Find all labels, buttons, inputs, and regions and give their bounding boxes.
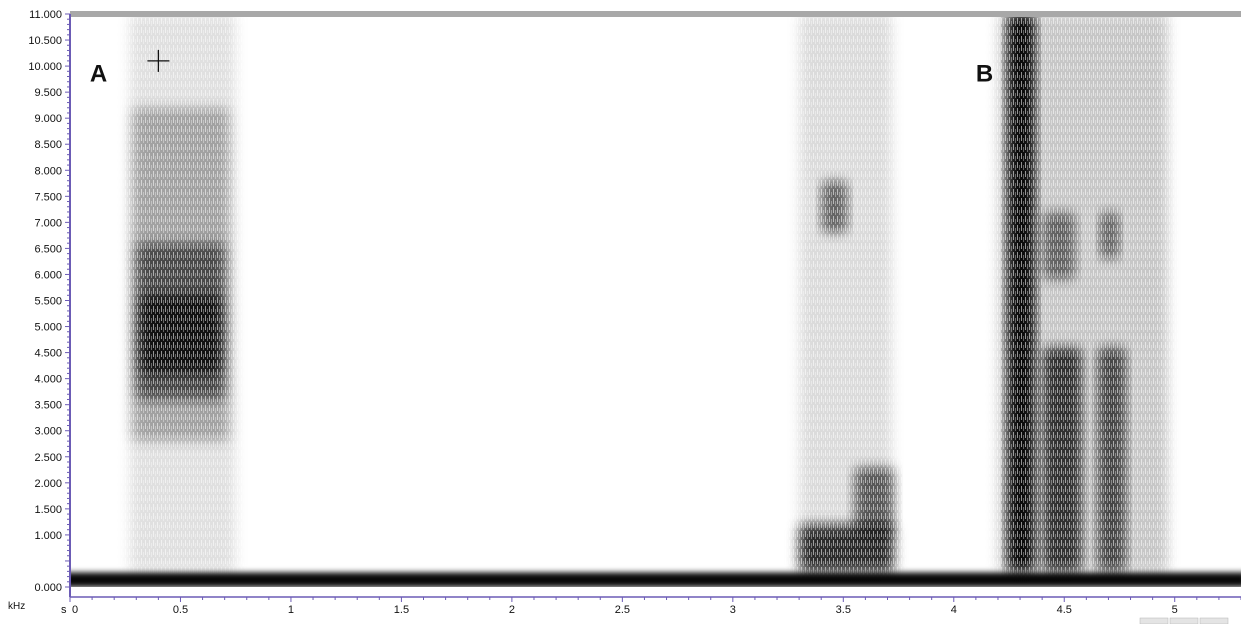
y-tick-label: 11.000	[29, 9, 62, 21]
x-tick-label: 3.5	[836, 604, 851, 616]
y-tick-label: 8.500	[34, 139, 62, 151]
y-tick-label: 2.000	[34, 478, 62, 490]
y-tick-label: 1.000	[34, 530, 62, 542]
y-tick-label: 9.000	[34, 113, 62, 125]
y-tick-label: 2.500	[34, 452, 62, 464]
y-axis-unit-label: kHz	[8, 601, 25, 612]
y-tick-label: 6.500	[34, 243, 62, 255]
y-tick-label: 3.500	[34, 400, 62, 412]
x-tick-label: 2	[509, 604, 515, 616]
scroll-right-button[interactable]	[1199, 617, 1229, 624]
x-axis: 0 0.5 1 1.5 2 2.5 3 3.5 4 4.5 5	[69, 597, 1241, 616]
y-tick-label: 4.000	[34, 374, 62, 386]
y-axis: 0.000 1.000 1.500 2.000 2.500 3.000 3.500 4.000…	[28, 9, 70, 594]
scroll-controls[interactable]	[1139, 617, 1229, 624]
x-tick-label: 1.5	[394, 604, 409, 616]
x-tick-label: 1	[288, 604, 294, 616]
x-tick-label: 0	[72, 604, 78, 616]
plot-top-border	[70, 11, 1241, 17]
low-frequency-band	[70, 572, 1241, 587]
y-tick-label: 3.000	[34, 426, 62, 438]
y-tick-label: 7.000	[34, 217, 62, 229]
x-tick-label: 2.5	[615, 604, 630, 616]
y-tick-label: 4.500	[34, 348, 62, 360]
x-tick-label: 5	[1172, 604, 1178, 616]
baseline-band	[70, 572, 1241, 587]
y-tick-label: 10.000	[28, 61, 62, 73]
y-tick-label: 0.000	[34, 582, 62, 594]
panel-label-b: B	[976, 61, 993, 88]
x-tick-label: 3	[730, 604, 736, 616]
spectral-streak-texture	[70, 14, 1241, 587]
y-tick-label: 8.000	[34, 165, 62, 177]
y-tick-label: 5.500	[34, 296, 62, 308]
y-tick-label: 6.000	[34, 269, 62, 281]
y-tick-label: 9.500	[34, 87, 62, 99]
x-tick-label: 4	[951, 604, 957, 616]
y-tick-label: 10.500	[28, 35, 62, 47]
y-tick-label: 7.500	[34, 191, 62, 203]
x-tick-label: 4.5	[1057, 604, 1072, 616]
y-tick-label: 5.000	[34, 322, 62, 334]
scroll-left-button[interactable]	[1139, 617, 1169, 624]
x-axis-unit-label: s	[61, 604, 67, 616]
panel-label-a: A	[90, 61, 107, 88]
scroll-mid-button[interactable]	[1169, 617, 1199, 624]
x-tick-label: 0.5	[173, 604, 188, 616]
y-tick-label: 1.500	[34, 504, 62, 516]
crosshair-cursor-icon	[147, 49, 170, 72]
